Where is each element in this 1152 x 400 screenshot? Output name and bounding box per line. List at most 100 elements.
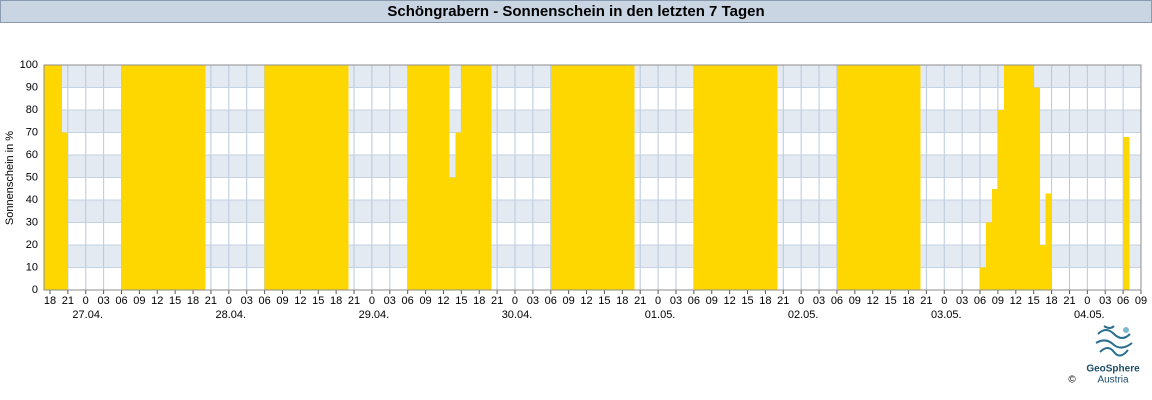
bar: [169, 65, 176, 290]
x-tick-label: 15: [884, 295, 896, 307]
bar: [836, 65, 844, 290]
x-tick-label: 03: [527, 295, 539, 307]
x-tick-label: 21: [491, 295, 503, 307]
bar: [437, 65, 444, 290]
x-tick-label: 18: [44, 295, 56, 307]
bar: [985, 222, 993, 290]
logo-dot: [1123, 327, 1129, 333]
bar: [568, 65, 575, 290]
bar: [1045, 193, 1052, 290]
bar: [49, 65, 57, 290]
bar: [199, 65, 206, 290]
bar: [187, 65, 194, 290]
bar: [342, 65, 349, 290]
date-label: 30.04.: [502, 309, 533, 321]
x-tick-label: 21: [634, 295, 646, 307]
x-tick-label: 18: [759, 295, 771, 307]
bar: [896, 65, 903, 290]
bar: [1003, 65, 1011, 290]
logo: GeoSphere © Austria: [1068, 325, 1140, 386]
bar: [598, 65, 605, 290]
date-label: 01.05.: [645, 309, 676, 321]
bar: [592, 65, 599, 290]
bar: [324, 65, 331, 290]
date-label: 29.04.: [359, 309, 390, 321]
bar: [759, 65, 766, 290]
bar: [175, 65, 182, 290]
bar: [574, 65, 581, 290]
bar: [1123, 137, 1130, 290]
y-tick-label: 100: [20, 59, 38, 71]
bar: [884, 65, 891, 290]
x-tick-label: 09: [563, 295, 575, 307]
x-tick-label: 21: [1063, 295, 1075, 307]
y-tick-label: 60: [26, 149, 38, 161]
logo-icon: [1095, 325, 1133, 357]
x-tick-label: 12: [294, 295, 306, 307]
bar: [330, 65, 337, 290]
bar: [264, 65, 271, 290]
bar: [711, 65, 719, 290]
logo-country: Austria: [1097, 375, 1129, 386]
bar: [425, 65, 432, 290]
bar: [61, 132, 69, 290]
bar: [616, 65, 623, 290]
date-label: 03.05.: [931, 309, 962, 321]
bar: [741, 65, 748, 290]
x-tick-label: 18: [902, 295, 914, 307]
x-tick-label: 0: [369, 295, 375, 307]
bar: [723, 65, 730, 290]
y-tick-label: 80: [26, 104, 38, 116]
bar: [902, 65, 909, 290]
x-tick-label: 21: [348, 295, 360, 307]
bar: [306, 65, 313, 290]
bar: [878, 65, 885, 290]
bar: [1021, 65, 1029, 290]
bar: [282, 65, 289, 290]
x-tick-label: 06: [974, 295, 986, 307]
bar: [318, 65, 325, 290]
x-tick-label: 0: [941, 295, 947, 307]
x-tick-label: 03: [384, 295, 396, 307]
bar: [485, 65, 492, 290]
x-tick-label: 06: [402, 295, 414, 307]
bar: [890, 65, 897, 290]
bar: [449, 177, 456, 290]
y-tick-label: 70: [26, 126, 38, 138]
y-tick-label: 50: [26, 171, 38, 183]
bar: [151, 65, 158, 290]
bar: [1015, 65, 1023, 290]
bar: [991, 188, 999, 290]
x-tick-label: 21: [62, 295, 74, 307]
y-tick-label: 20: [26, 239, 38, 251]
x-tick-label: 0: [655, 295, 661, 307]
y-tick-label: 90: [26, 81, 38, 93]
bar: [908, 65, 915, 290]
bar: [550, 65, 558, 290]
x-tick-label: 12: [151, 295, 163, 307]
bar: [628, 65, 635, 290]
bar: [431, 65, 438, 290]
x-tick-label: 09: [1135, 295, 1147, 307]
bar: [270, 65, 277, 290]
bar: [765, 65, 772, 290]
x-tick-label: 21: [920, 295, 932, 307]
x-tick-label: 06: [1117, 295, 1129, 307]
bar: [747, 65, 754, 290]
x-tick-label: 0: [1084, 295, 1090, 307]
x-tick-label: 03: [1099, 295, 1111, 307]
date-label: 04.05.: [1074, 309, 1105, 321]
bar: [705, 65, 713, 290]
bar: [461, 65, 468, 290]
bar: [419, 65, 426, 290]
bar: [163, 65, 170, 290]
x-tick-label: 03: [956, 295, 968, 307]
bar: [127, 65, 134, 290]
bar: [139, 65, 146, 290]
x-tick-label: 21: [205, 295, 217, 307]
x-tick-label: 15: [312, 295, 324, 307]
bar: [735, 65, 742, 290]
x-tick-label: 18: [330, 295, 342, 307]
bar: [336, 65, 343, 290]
bar: [610, 65, 617, 290]
